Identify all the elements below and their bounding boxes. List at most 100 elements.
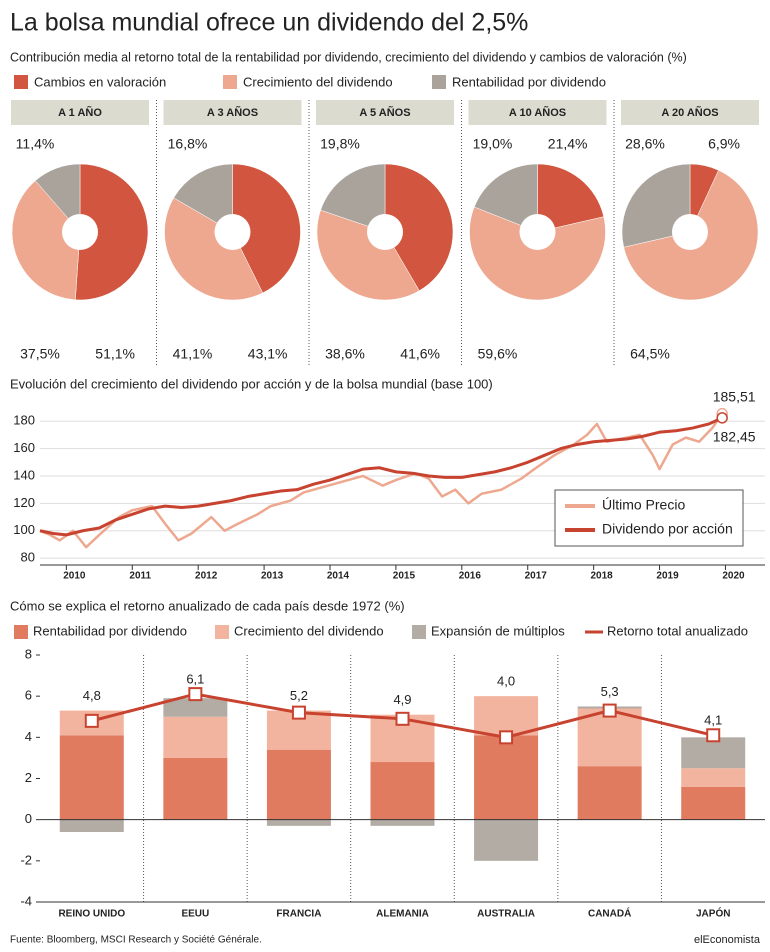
x-tick-label: 2019 [656, 571, 679, 582]
line-series [39, 412, 724, 549]
pie-value-label: 59,6% [478, 346, 518, 362]
data-label: 5,3 [601, 684, 619, 699]
bar-segment [577, 766, 642, 820]
y-tick-label: 6 [25, 688, 32, 703]
bar-segment [577, 708, 642, 767]
bar-segment [681, 768, 746, 787]
legend-label: Cambios en valoración [34, 74, 166, 89]
legend-box [554, 489, 744, 547]
bar-segment [59, 735, 124, 820]
bar-segment [370, 819, 435, 826]
pie-value-label: 38,6% [325, 346, 365, 362]
pie-hole [519, 214, 556, 250]
x-tick-label: ALEMANIA [376, 909, 429, 920]
y-tick-label: 180 [13, 413, 35, 428]
bar-segment [163, 698, 228, 717]
pie-value-label: 43,1% [248, 346, 288, 362]
brand: elEconomista [694, 934, 761, 946]
line-series [39, 416, 723, 537]
y-tick-label: 0 [25, 811, 32, 826]
x-tick-label: 2017 [525, 571, 548, 582]
pie-slice [473, 163, 538, 233]
legend-swatch [412, 625, 426, 639]
pie-value-label: 51,1% [95, 346, 135, 362]
legend-label: Rentabilidad por dividendo [452, 74, 606, 89]
pie-value-label: 37,5% [20, 346, 60, 362]
x-tick-label: 2013 [261, 571, 284, 582]
x-tick-label: JAPÓN [696, 907, 730, 920]
end-point [716, 412, 728, 424]
legend-label: Rentabilidad por dividendo [33, 623, 187, 638]
legend-label: Expansión de múltiplos [431, 623, 565, 638]
x-tick-label: 2010 [63, 571, 86, 582]
pie-slice [232, 163, 301, 294]
y-tick-label: 100 [13, 522, 35, 537]
pie-value-label: 19,0% [473, 136, 513, 152]
pie-value-label: 64,5% [630, 346, 670, 362]
pie-slice [34, 163, 81, 233]
x-tick-label: REINO UNIDO [58, 909, 125, 920]
pie-value-label: 41,1% [173, 346, 213, 362]
y-tick-label: -2 [20, 852, 32, 867]
pie-hole [62, 214, 98, 250]
legend-swatch [215, 625, 229, 639]
pie-title: A 10 AÑOS [509, 106, 566, 119]
legend-swatch [223, 75, 237, 89]
x-tick-label: FRANCIA [276, 909, 321, 920]
pie-value-label: 21,4% [548, 136, 588, 152]
bar-segment [163, 716, 228, 758]
x-tick-label: 2020 [722, 571, 745, 582]
x-tick-label: 2015 [393, 571, 416, 582]
bar-segment [59, 819, 124, 833]
line-marker [499, 730, 514, 745]
chart-title: Evolución del crecimiento del dividendo … [10, 376, 493, 391]
legend-swatch [14, 625, 28, 639]
pie-slice [11, 180, 81, 301]
pie-slice [320, 163, 386, 233]
pie-hole [672, 214, 708, 250]
y-tick-label: 80 [21, 550, 35, 565]
y-tick-label: -4 [20, 893, 32, 908]
legend-label: Retorno total anualizado [607, 623, 748, 638]
bar-segment [681, 737, 746, 769]
pie-hole [214, 214, 251, 250]
bar-segment [266, 819, 331, 826]
pie-value-label: 28,6% [625, 136, 665, 152]
y-tick-label: 120 [13, 495, 35, 510]
legend-label: Crecimiento del dividendo [234, 623, 384, 638]
pie-title: A 20 AÑOS [661, 106, 718, 119]
pie-title: A 5 AÑOS [359, 106, 410, 119]
pie-title: A 3 AÑOS [207, 106, 258, 119]
x-tick-label: 2012 [195, 571, 218, 582]
pie-slice [173, 163, 233, 233]
pie-slice [164, 197, 264, 301]
legend-label: Dividendo por acción [602, 521, 733, 537]
x-tick-label: 2014 [327, 571, 350, 582]
line-marker [602, 703, 617, 718]
pie-header [163, 100, 302, 125]
legend-label: Último Precio [602, 497, 685, 513]
x-tick-label: EEUU [181, 909, 209, 920]
bar-segment [474, 735, 539, 820]
bar-segment [163, 757, 228, 820]
x-tick-label: 2016 [459, 571, 482, 582]
line-marker [188, 687, 203, 702]
line-marker [706, 728, 721, 743]
bar-segment [681, 786, 746, 820]
legend-swatch [432, 75, 446, 89]
main-title: La bolsa mundial ofrece un dividendo del… [10, 9, 528, 37]
line-marker [395, 711, 410, 726]
chart-title: Contribución media al retorno total de l… [10, 50, 687, 64]
pie-header [316, 100, 454, 125]
bar-segment [266, 749, 331, 820]
x-tick-label: AUSTRALIA [477, 909, 535, 920]
pie-header [11, 100, 149, 125]
pie-value-label: 11,4% [16, 136, 55, 152]
bar-segment [474, 696, 539, 736]
data-label: 4,1 [704, 713, 722, 728]
pie-hole [367, 214, 403, 250]
data-label: 4,0 [497, 674, 515, 689]
y-tick-label: 160 [13, 440, 35, 455]
y-tick-label: 8 [25, 646, 32, 661]
